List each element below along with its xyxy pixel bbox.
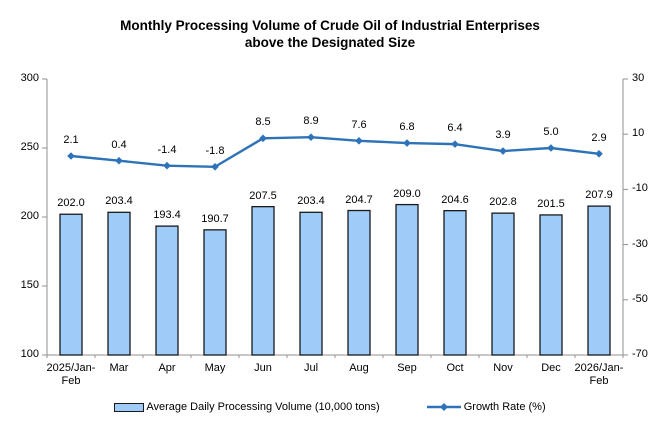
line-marker-3 <box>211 162 219 171</box>
line-marker-6 <box>355 137 363 145</box>
line-marker-0 <box>67 152 75 160</box>
bar-6 <box>347 209 371 356</box>
bar-0 <box>59 213 83 356</box>
line-marker-2 <box>163 161 171 170</box>
line-marker-9 <box>499 147 507 155</box>
chart-title-line1: Monthly Processing Volume of Crude Oil o… <box>120 18 540 33</box>
chart-title: Monthly Processing Volume of Crude Oil o… <box>0 17 660 51</box>
legend-item-volume: Average Daily Processing Volume (10,000 … <box>114 401 380 413</box>
line-marker-4 <box>259 134 267 143</box>
bar-5 <box>299 211 323 356</box>
bar-10 <box>539 214 563 356</box>
line-series-swatch-icon <box>426 403 461 411</box>
legend-label-growth: Growth Rate (%) <box>463 401 546 413</box>
bar-4 <box>251 205 275 356</box>
bar-11 <box>587 205 611 356</box>
bar-7 <box>395 203 419 356</box>
bar-series-swatch-icon <box>114 402 145 412</box>
bar-2 <box>155 225 179 356</box>
legend-item-growth: Growth Rate (%) <box>426 401 546 413</box>
bar-1 <box>107 211 131 356</box>
bar-9 <box>491 212 515 356</box>
line-marker-7 <box>403 139 411 147</box>
legend: Average Daily Processing Volume (10,000 … <box>0 398 660 416</box>
legend-label-volume: Average Daily Processing Volume (10,000 … <box>146 401 380 413</box>
line-marker-10 <box>547 144 555 152</box>
line-marker-1 <box>115 156 123 165</box>
growth-rate-line <box>70 136 600 168</box>
bar-3 <box>203 229 227 356</box>
line-marker-8 <box>451 140 459 148</box>
bar-8 <box>443 210 467 356</box>
line-marker-5 <box>307 133 315 142</box>
chart-title-line2: above the Designated Size <box>244 35 416 50</box>
line-marker-11 <box>595 149 603 158</box>
